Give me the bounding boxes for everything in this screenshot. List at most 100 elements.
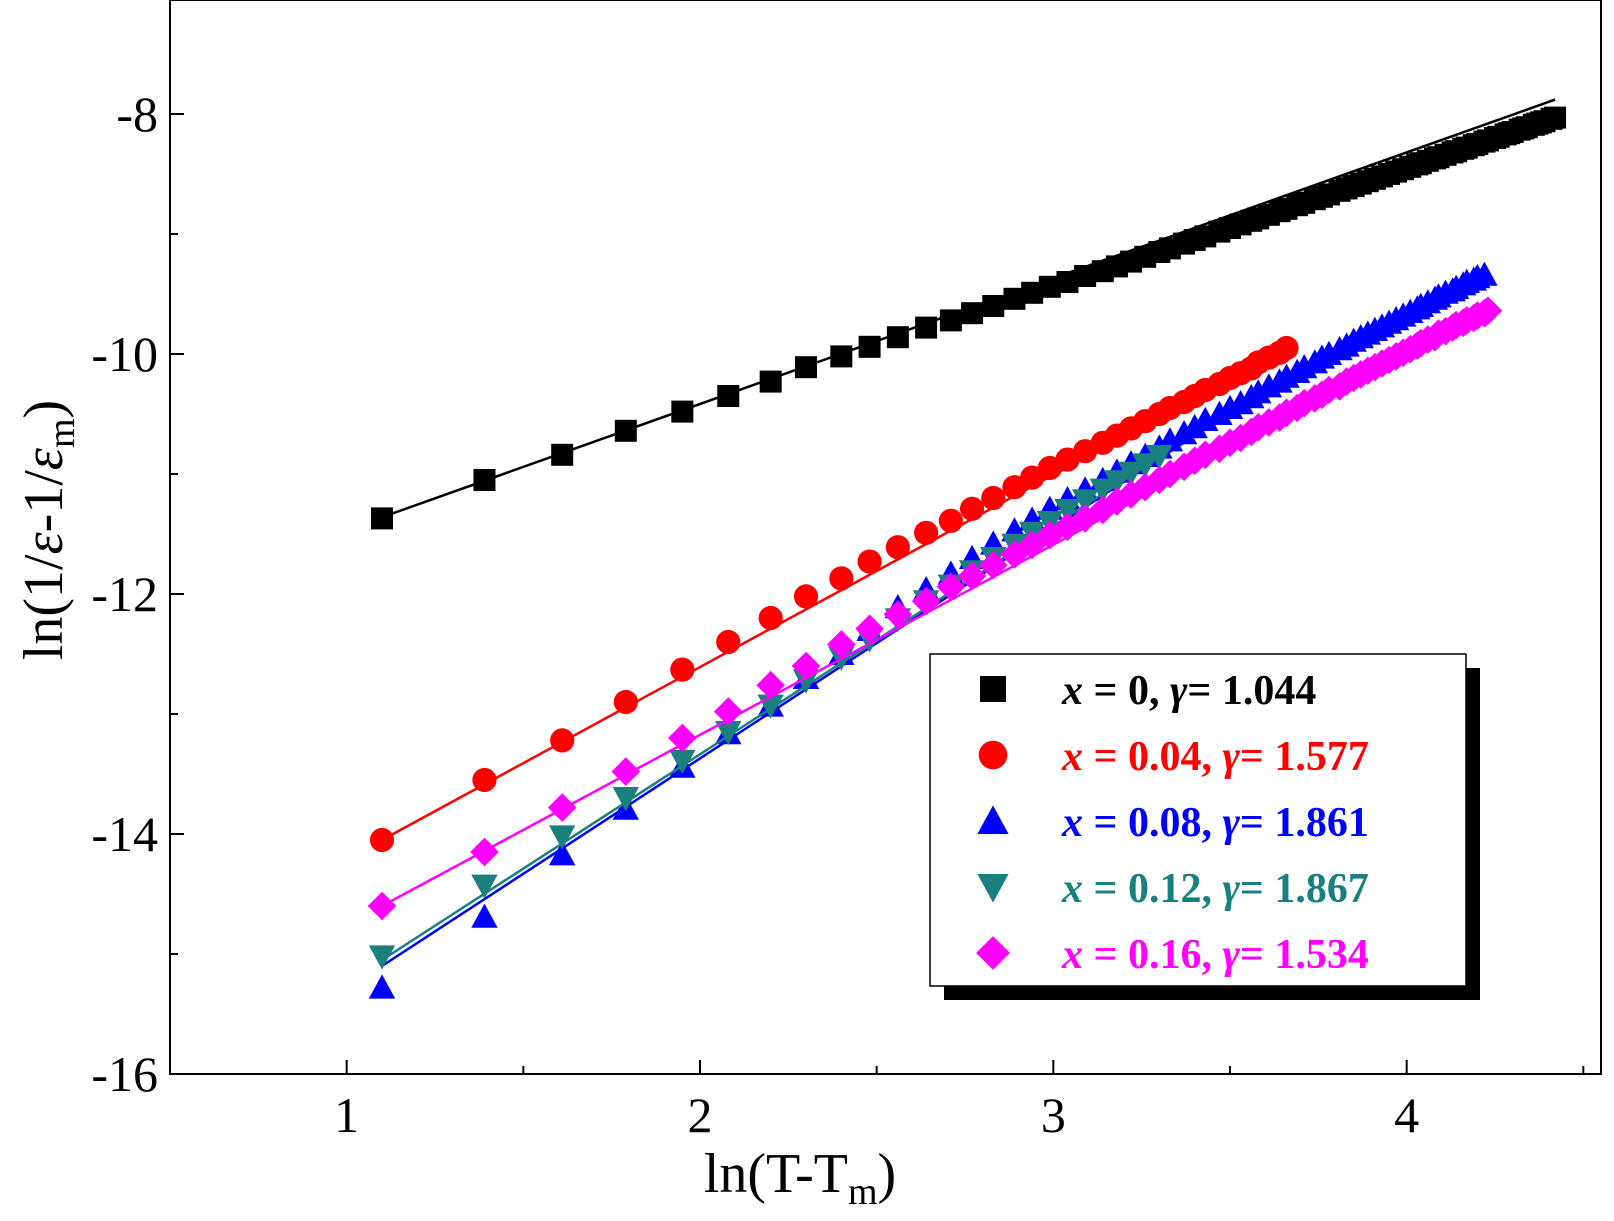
- data-point: [1274, 335, 1299, 361]
- data-point: [1146, 445, 1173, 470]
- x-axis-title-end: ): [878, 1143, 897, 1205]
- data-point: [716, 629, 741, 655]
- data-point: [550, 728, 575, 753]
- data-point: [886, 326, 909, 349]
- data-point: [368, 974, 396, 999]
- legend-box: [929, 653, 1467, 987]
- x-tick-label: 2: [688, 1087, 713, 1143]
- data-point: [982, 295, 1005, 317]
- data-point: [472, 767, 497, 793]
- data-point: [612, 787, 639, 812]
- data-point: [981, 485, 1006, 511]
- data-point: [668, 723, 697, 753]
- data-point: [978, 550, 1008, 580]
- y-title-part-2: -1/: [13, 470, 75, 533]
- legend-entry-3-xval: 0.12: [1128, 866, 1202, 912]
- data-point: [1002, 475, 1027, 500]
- series-0: [371, 98, 1567, 530]
- x-axis-title-main: ln(T-T: [704, 1143, 848, 1205]
- data-point: [1544, 106, 1567, 129]
- legend-entry-1-gval: 1.577: [1274, 734, 1369, 780]
- data-point: [1130, 472, 1160, 502]
- legend-entry-1-x: x: [1061, 734, 1083, 780]
- legend-entry-2-x: x: [1061, 800, 1083, 846]
- data-point: [1071, 489, 1099, 514]
- legend-entry-1-gamma: γ: [1222, 734, 1240, 780]
- legend-marker-4: [976, 936, 1010, 970]
- y-tick-label: -10: [91, 326, 158, 382]
- legend-entry-0-x: x: [1061, 668, 1083, 714]
- svg-text:ln(1/ε-1/εm): ln(1/ε-1/εm): [13, 400, 83, 660]
- data-point: [914, 520, 939, 545]
- legend-entry-0-xval: 0: [1128, 668, 1149, 714]
- legend-entry-3-gamma: γ: [1222, 866, 1240, 912]
- data-point: [1132, 453, 1159, 478]
- legend-entry-4-gamma: γ: [1222, 932, 1240, 978]
- y-title-part-1: ε: [13, 531, 75, 554]
- data-point: [1021, 281, 1044, 304]
- data-point: [715, 721, 742, 746]
- legend-marker-3: [977, 874, 1009, 903]
- data-point: [670, 657, 695, 682]
- data-point: [549, 825, 576, 850]
- data-point: [614, 419, 637, 442]
- legend-entry-2-xval: 0.08: [1128, 800, 1202, 846]
- data-point: [368, 945, 396, 970]
- legend-entry-0-gamma: γ: [1170, 668, 1188, 714]
- svg-text:ln(T-Tm): ln(T-Tm): [704, 1143, 896, 1213]
- data-point: [1020, 465, 1045, 490]
- data-point: [1089, 478, 1116, 503]
- series-1: [369, 335, 1299, 853]
- data-point: [369, 827, 395, 853]
- y-tick-label: -16: [91, 1046, 158, 1102]
- x-axis-title-sub: m: [848, 1171, 878, 1213]
- x-tick-label: 3: [1041, 1087, 1066, 1143]
- y-tick-label: -14: [91, 806, 158, 862]
- legend-entry-1: x = 0.04, γ= 1.577: [1061, 734, 1369, 780]
- legend-entry-2-gval: 1.861: [1274, 800, 1369, 846]
- legend-entry-2: x = 0.08, γ= 1.861: [1061, 800, 1369, 846]
- x-tick-label: 1: [334, 1087, 359, 1143]
- data-point: [613, 689, 638, 715]
- data-point: [827, 630, 856, 659]
- y-tick-label: -12: [91, 566, 158, 622]
- data-point: [1289, 388, 1319, 418]
- data-point: [1056, 271, 1079, 293]
- data-point: [1117, 461, 1145, 486]
- data-point: [551, 443, 574, 466]
- data-point: [470, 837, 499, 867]
- series-layer: [367, 98, 1567, 999]
- data-point: [959, 496, 985, 521]
- legend-marker-2: [977, 805, 1009, 834]
- x-axis-title: ln(T-Tm): [704, 1143, 896, 1213]
- legend-entry-2-gamma: γ: [1222, 800, 1240, 846]
- data-point: [1074, 265, 1097, 287]
- legend-marker-1: [978, 740, 1008, 770]
- data-point: [1003, 287, 1026, 310]
- legend-entry-4-gval: 1.534: [1274, 932, 1369, 978]
- y-axis-title: ln(1/ε-1/εm): [13, 400, 83, 660]
- data-point: [549, 841, 576, 866]
- data-point: [938, 508, 963, 533]
- legend-entry-0: x = 0, γ= 1.044: [1061, 668, 1316, 714]
- legend-markers: [976, 676, 1010, 970]
- legend-entry-1-xval: 0.04: [1128, 734, 1202, 780]
- plot-frame: [169, 0, 1602, 1075]
- data-point: [793, 584, 819, 609]
- legend-marker-0: [980, 676, 1006, 702]
- data-point: [611, 757, 641, 786]
- legend: x = 0, γ= 1.044 x = 0.04, γ= 1.577 x = 0…: [929, 653, 1480, 1000]
- legend-entry-3-gval: 1.867: [1274, 866, 1369, 912]
- data-point: [758, 605, 783, 631]
- legend-entry-4-xval: 0.16: [1128, 932, 1202, 978]
- data-point: [1471, 261, 1498, 286]
- data-point: [756, 670, 785, 700]
- legend-entry-3-x: x: [1061, 866, 1083, 912]
- data-point: [713, 697, 743, 726]
- axes-layer: 1 2 3 4 -16 -14 -12 -10 -8: [91, 0, 1602, 1143]
- y-title-part-3: ε: [13, 447, 75, 470]
- data-point: [885, 535, 910, 560]
- data-point: [1103, 470, 1131, 495]
- series-4: [367, 296, 1503, 921]
